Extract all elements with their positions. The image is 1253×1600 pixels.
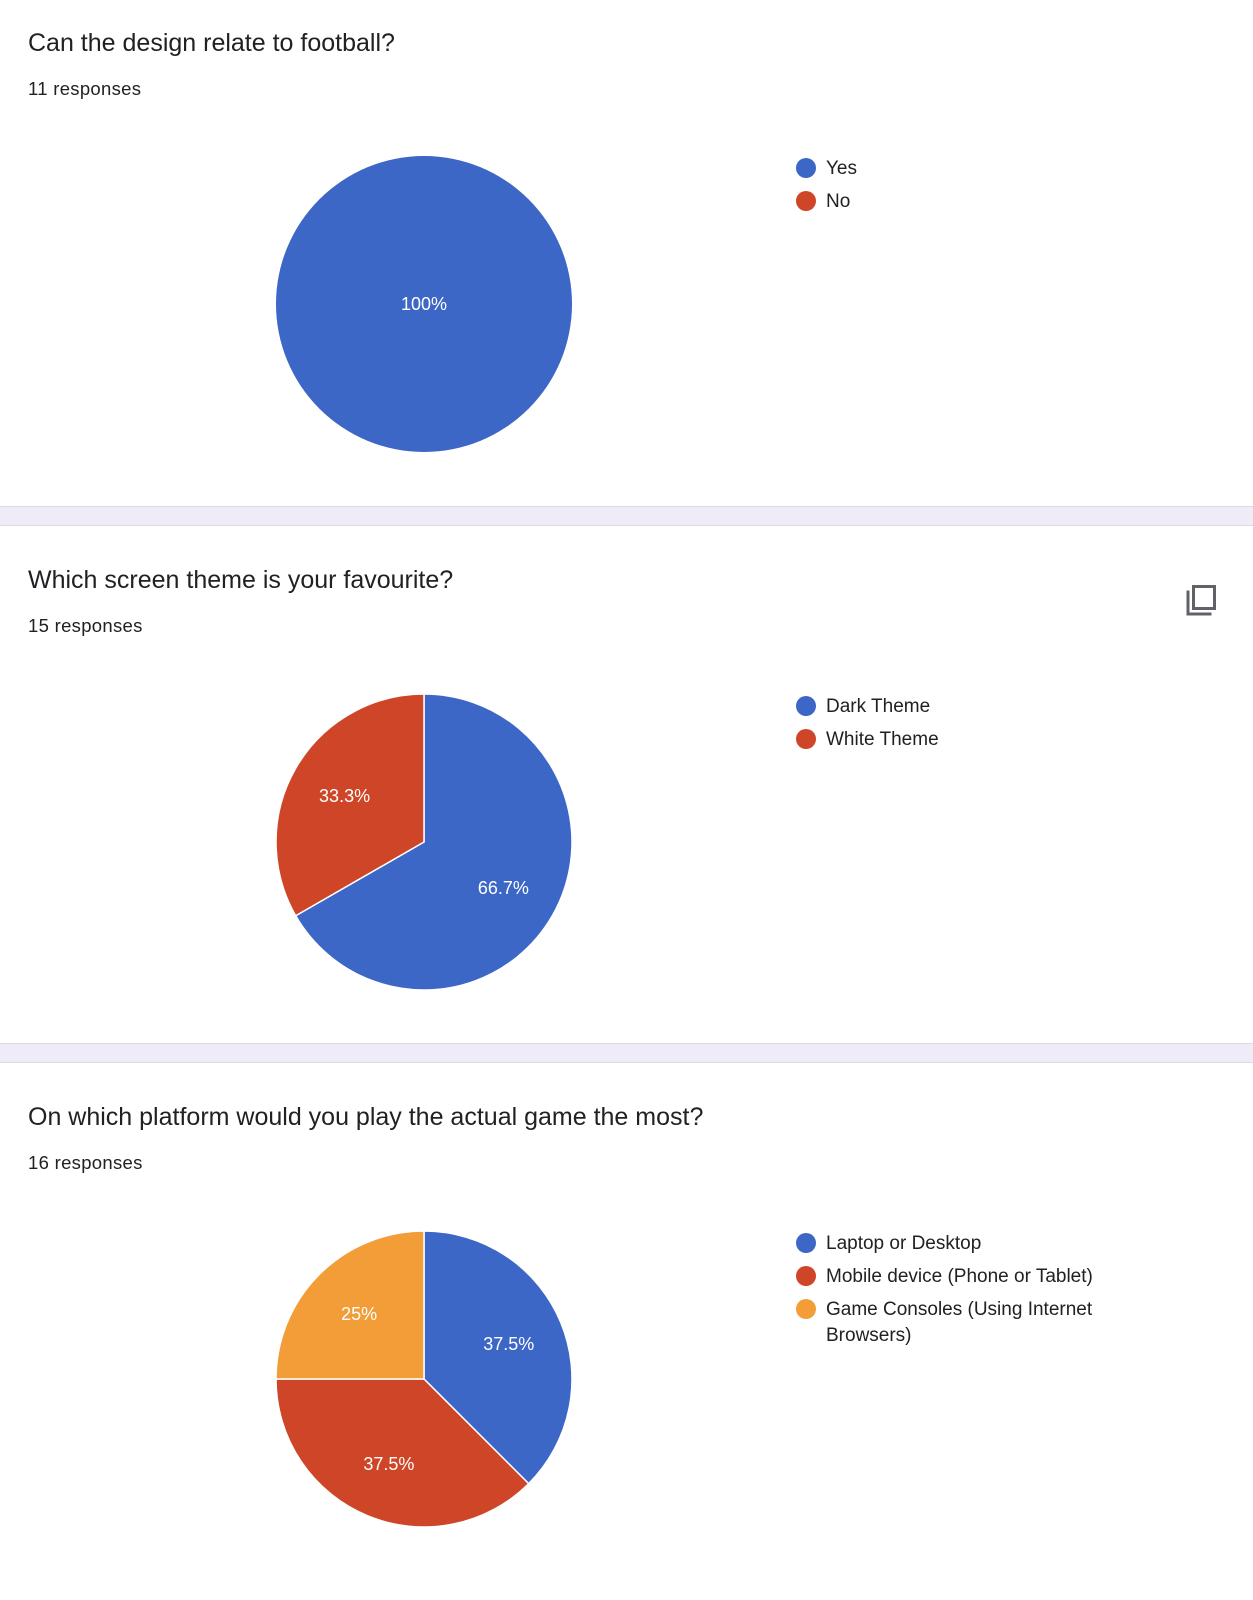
legend-swatch	[796, 1233, 816, 1253]
pie-slice-yes[interactable]	[276, 156, 572, 452]
section-separator	[0, 506, 1253, 526]
legend-item[interactable]: White Theme	[796, 727, 1126, 753]
legend-label: Laptop or Desktop	[826, 1233, 982, 1254]
slice-value-label: 33.3%	[319, 786, 370, 806]
pie-slice-mobile-device-phone-or-tablet[interactable]	[275, 1378, 530, 1528]
legend-swatch	[796, 1299, 816, 1319]
legend-label: White Theme	[826, 729, 939, 750]
legend-swatch	[796, 1266, 816, 1286]
legend-item[interactable]: Dark Theme	[796, 694, 1126, 720]
legend-label: Dark Theme	[826, 696, 931, 717]
legend-swatch	[796, 158, 816, 178]
pie-slice-laptop-or-desktop[interactable]	[423, 1230, 573, 1485]
slice-value-label: 37.5%	[483, 1334, 534, 1354]
legend-label: Game Consoles (Using Internet Browsers)	[826, 1299, 1093, 1346]
pie-chart: 66.7% 33.3%	[275, 693, 573, 991]
question-card-2	[0, 526, 1253, 1043]
slice-value-label: 25%	[341, 1304, 377, 1324]
slice-value-label: 37.5%	[363, 1454, 414, 1474]
slice-value-label: 66.7%	[478, 878, 529, 898]
question-title: On which platform would you play the act…	[28, 1103, 704, 1131]
pie-slice-game-consoles-using-internet-browsers[interactable]	[275, 1230, 425, 1380]
legend-swatch	[796, 729, 816, 749]
legend-item[interactable]: Mobile device (Phone or Tablet)	[796, 1264, 1126, 1290]
legend-swatch	[796, 696, 816, 716]
legend-item[interactable]: Yes	[796, 156, 1126, 182]
legend-label: Yes	[826, 158, 857, 179]
question-title: Which screen theme is your favourite?	[28, 566, 454, 594]
question-card-1: Can the design relate to football? 11 re…	[0, 0, 1253, 506]
response-count: 11 responses	[28, 78, 142, 99]
copy-icon	[1186, 585, 1216, 616]
legend-item[interactable]: Game Consoles (Using Internet Browsers)	[796, 1297, 1126, 1349]
legend-label: Mobile device (Phone or Tablet)	[826, 1266, 1093, 1287]
legend-item[interactable]: No	[796, 189, 1126, 215]
pie-chart: 100%	[276, 156, 572, 452]
chart-legend: Yes No	[796, 156, 1126, 222]
pie-slice-dark-theme[interactable]	[294, 693, 573, 991]
response-count: 15 responses	[28, 615, 143, 636]
question-card-3	[0, 1063, 1253, 1600]
chart-legend: Dark Theme White Theme	[796, 694, 1126, 760]
legend-label: No	[826, 191, 851, 212]
response-count: 16 responses	[28, 1152, 143, 1173]
legend-swatch	[796, 191, 816, 211]
slice-value-label: 100%	[401, 294, 447, 314]
section-separator	[0, 1043, 1253, 1063]
copy-chart-button[interactable]	[1183, 583, 1219, 619]
pie-chart: 37.5% 37.5% 25%	[275, 1230, 573, 1528]
legend-item[interactable]: Laptop or Desktop	[796, 1231, 1126, 1257]
question-title: Can the design relate to football?	[28, 29, 395, 57]
pie-slice-white-theme[interactable]	[275, 693, 425, 917]
chart-legend: Laptop or Desktop Mobile device (Phone or…	[796, 1231, 1126, 1356]
